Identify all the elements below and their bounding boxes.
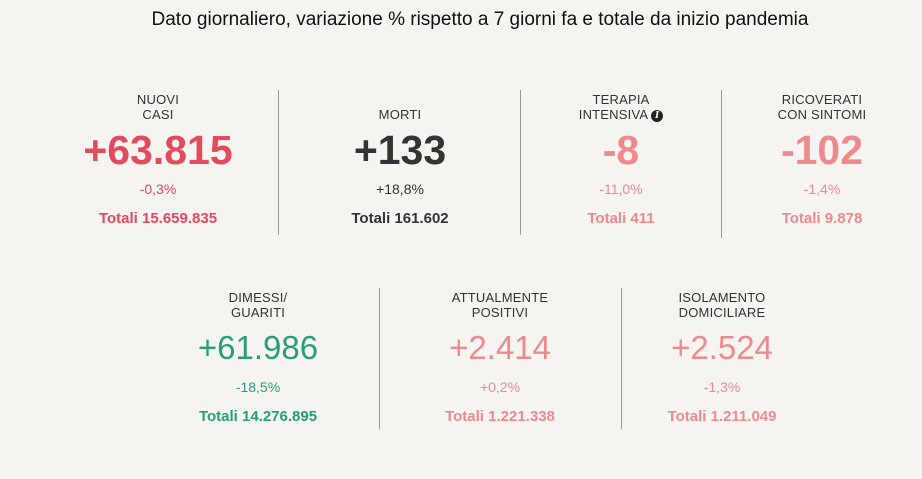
stat-change: -11,0%: [599, 181, 643, 197]
stat-label-line: DOMICILIARE: [678, 305, 766, 320]
stat-change: +0,2%: [479, 379, 521, 395]
stat-label: NUOVI CASI: [58, 90, 258, 122]
stat-attualmente-positivi: ATTUALMENTE POSITIVI +2.414 +0,2% Totali…: [400, 288, 600, 426]
page-title: Dato giornaliero, variazione % rispetto …: [151, 9, 809, 30]
stat-label-line: RICOVERATI: [781, 92, 863, 107]
divider: [621, 288, 622, 429]
stat-label-line: CASI: [142, 107, 174, 122]
stat-label-line: GUARITI: [230, 305, 286, 320]
stat-label: ATTUALMENTE POSITIVI: [400, 288, 600, 320]
stat-label-line: ATTUALMENTE: [451, 290, 549, 305]
stat-value: +63.815: [83, 127, 233, 173]
stat-total: Totali 161.602: [351, 210, 449, 227]
stat-total: Totali 9.878: [781, 210, 863, 227]
stat-terapia-intensiva: TERAPIA INTENSIVA i -8 -11,0% Totali 411: [521, 90, 721, 228]
stat-total: Totali 1.221.338: [445, 408, 555, 425]
stat-label-line: TERAPIA: [592, 92, 650, 107]
stat-change: -1,3%: [703, 379, 741, 395]
stat-morti: MORTI +133 +18,8% Totali 161.602: [300, 90, 500, 228]
stat-label-line: CON SINTOMI: [777, 107, 867, 122]
divider: [520, 90, 521, 235]
stat-label-line: DIMESSI/: [228, 290, 288, 305]
stat-change: -0,3%: [139, 181, 177, 197]
stat-label: MORTI: [300, 90, 500, 122]
stat-label-line: INTENSIVA i: [521, 107, 721, 122]
stat-label-line: NUOVI: [136, 92, 180, 107]
stat-ricoverati: RICOVERATI CON SINTOMI -102 -1,4% Totali…: [722, 90, 922, 228]
stat-value: -8: [602, 127, 640, 173]
stat-value: +2.524: [671, 329, 773, 366]
stat-change: -1,4%: [803, 181, 841, 197]
info-icon[interactable]: i: [651, 110, 664, 122]
stat-nuovi-casi: NUOVI CASI +63.815 -0,3% Totali 15.659.8…: [58, 90, 258, 228]
stat-change: +18,8%: [376, 181, 424, 197]
stat-value: +2.414: [449, 329, 551, 366]
stat-value: +133: [353, 127, 447, 173]
stat-change: -18,5%: [235, 379, 281, 395]
stat-total: Totali 411: [587, 210, 655, 227]
stat-label-line: MORTI: [378, 107, 422, 122]
stat-label: RICOVERATI CON SINTOMI: [722, 90, 922, 122]
divider: [278, 90, 279, 235]
stat-label-line: POSITIVI: [471, 305, 529, 320]
stat-label-text: INTENSIVA: [578, 107, 649, 122]
divider: [379, 288, 380, 429]
stat-value: +61.986: [197, 329, 319, 366]
stat-total: Totali 14.276.895: [198, 408, 318, 425]
stat-value: -102: [780, 127, 864, 173]
stat-label-line: ISOLAMENTO: [678, 290, 766, 305]
stat-total: Totali 1.211.049: [667, 408, 777, 425]
stat-total: Totali 15.659.835: [98, 210, 218, 227]
stat-label: ISOLAMENTO DOMICILIARE: [622, 288, 822, 320]
divider: [721, 90, 722, 238]
stat-dimessi-guariti: DIMESSI/ GUARITI +61.986 -18,5% Totali 1…: [158, 288, 358, 426]
stat-label: TERAPIA INTENSIVA i: [521, 90, 721, 122]
stat-label: DIMESSI/ GUARITI: [158, 288, 358, 320]
stat-isolamento-domiciliare: ISOLAMENTO DOMICILIARE +2.524 -1,3% Tota…: [622, 288, 822, 426]
